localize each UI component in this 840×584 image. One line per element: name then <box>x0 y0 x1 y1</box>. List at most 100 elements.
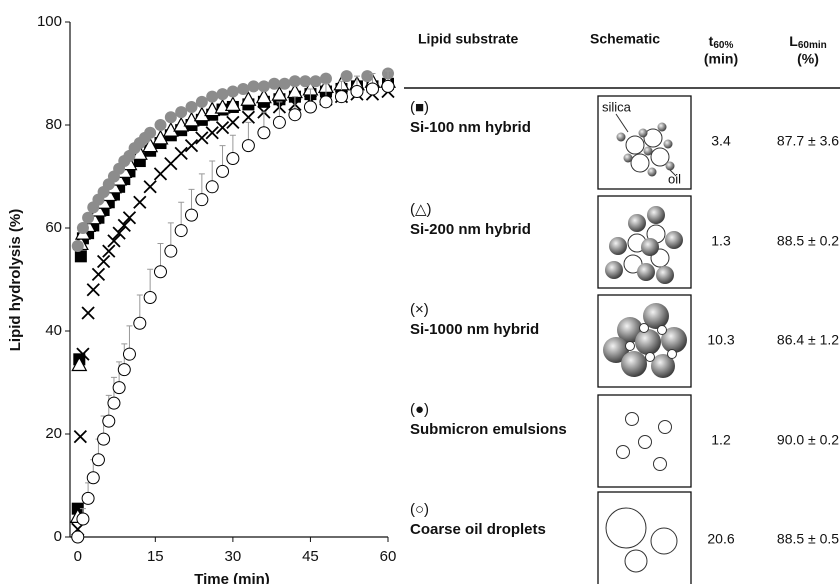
row-name: Si-1000 nm hybrid <box>410 321 539 338</box>
marker <box>271 85 288 101</box>
row-name: Si-200 nm hybrid <box>410 221 531 238</box>
marker <box>216 88 229 101</box>
marker <box>268 77 281 90</box>
marker <box>164 244 178 258</box>
row-t60: 1.2 <box>711 432 731 448</box>
marker <box>117 363 131 377</box>
schematic-submicron <box>616 412 672 471</box>
marker <box>86 283 100 297</box>
marker <box>226 85 239 98</box>
y-axis-label: Lipid hydrolysis (%) <box>7 209 24 352</box>
header-t: t60% <box>709 33 734 51</box>
marker <box>81 491 95 505</box>
marker <box>361 70 374 83</box>
marker <box>73 429 87 444</box>
marker <box>107 396 121 410</box>
marker <box>205 126 219 140</box>
marker <box>365 82 379 96</box>
marker <box>91 453 105 467</box>
row-t60: 3.4 <box>711 133 731 149</box>
marker <box>152 129 169 145</box>
schematic-box <box>597 95 692 190</box>
schematic-si1000 <box>603 303 687 378</box>
x-tick-label: 30 <box>225 548 242 565</box>
marker <box>82 211 95 224</box>
marker <box>185 100 198 113</box>
row-l60: 88.5 ± 0.5 <box>777 531 839 547</box>
marker <box>112 226 126 240</box>
marker <box>272 115 286 129</box>
marker <box>319 95 333 109</box>
header-t-sub: 60% <box>713 40 733 51</box>
marker <box>144 126 157 139</box>
y-tick-label: 0 <box>54 528 62 545</box>
x-axis-label: Time (min) <box>194 571 270 584</box>
marker <box>76 347 90 361</box>
header-substrate: Lipid substrate <box>418 31 519 47</box>
marker <box>257 80 270 93</box>
marker <box>226 115 240 130</box>
marker <box>142 137 159 153</box>
marker <box>174 146 188 160</box>
marker <box>154 119 167 131</box>
marker <box>237 82 250 95</box>
marker <box>123 165 136 178</box>
marker <box>299 75 312 88</box>
marker <box>133 195 147 209</box>
marker <box>76 512 90 526</box>
marker <box>241 139 255 153</box>
y-tick-label: 60 <box>45 219 62 236</box>
row-t60: 20.6 <box>707 531 734 547</box>
marker <box>247 80 260 93</box>
header-t-main: t <box>709 33 714 49</box>
marker <box>96 254 111 269</box>
y-tick-label: 100 <box>37 13 62 30</box>
header-schematic: Schematic <box>590 31 660 47</box>
marker <box>195 193 209 207</box>
marker <box>164 111 177 124</box>
x-tick-label: 60 <box>380 548 397 565</box>
x-tick-label: 15 <box>147 548 164 565</box>
row-symbol: (■) <box>410 99 429 116</box>
row-l60: 86.4 ± 1.2 <box>777 332 839 348</box>
schematic-si200 <box>605 206 683 284</box>
marker <box>153 167 168 181</box>
marker <box>255 88 272 104</box>
marker <box>205 180 219 194</box>
marker <box>71 356 88 372</box>
marker <box>241 110 256 124</box>
marker <box>303 100 317 114</box>
marker <box>309 75 322 88</box>
header-l-sub: 60min <box>798 40 827 51</box>
row-name: Submicron emulsions <box>410 421 567 438</box>
table: Lipid substrate Schematic t60% (min) L60… <box>404 31 840 584</box>
header-t-unit: (min) <box>704 51 738 67</box>
marker <box>175 106 188 119</box>
row-symbol: (●) <box>410 401 429 418</box>
marker <box>319 72 332 85</box>
row-l60: 88.5 ± 0.2 <box>777 233 839 249</box>
schematic-label: silica <box>602 99 632 114</box>
marker <box>184 138 199 153</box>
marker <box>76 222 89 234</box>
y-tick-label: 80 <box>45 116 62 133</box>
marker <box>86 471 100 485</box>
marker <box>340 70 353 83</box>
row-l60: 90.0 ± 0.2 <box>777 432 839 448</box>
schematic-coarse <box>605 507 678 573</box>
marker <box>206 90 219 103</box>
marker <box>102 414 116 428</box>
marker <box>133 316 147 330</box>
marker <box>278 77 291 90</box>
marker <box>224 96 241 112</box>
marker <box>240 90 257 106</box>
marker <box>143 291 157 305</box>
row-symbol: (△) <box>410 201 432 218</box>
marker <box>81 306 95 320</box>
row-name: Si-100 nm hybrid <box>410 119 531 136</box>
marker <box>122 347 136 361</box>
marker <box>102 244 116 258</box>
header-l-unit: (%) <box>797 51 819 67</box>
